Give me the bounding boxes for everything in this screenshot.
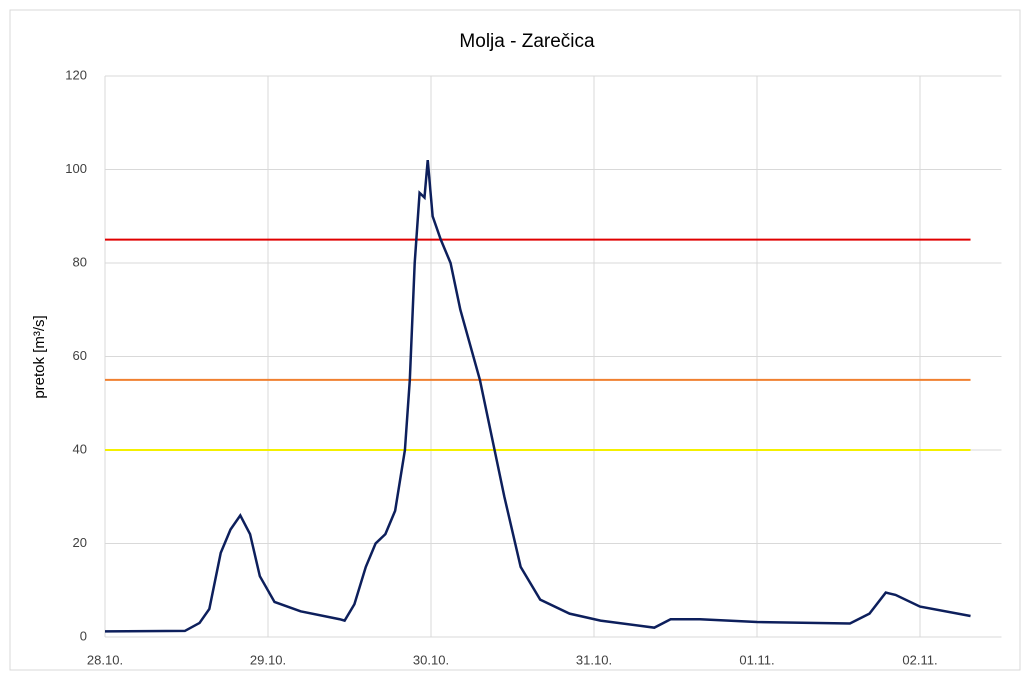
chart-frame <box>9 9 1021 671</box>
y-axis-label: pretok [m³/s] <box>31 315 48 398</box>
y-tick-label: 100 <box>65 161 87 176</box>
line <box>104 160 971 633</box>
y-tick-label: 80 <box>73 254 87 269</box>
chart-title: Molja - Zarečica <box>459 31 595 52</box>
x-tick-label: 02.11. <box>902 652 937 667</box>
x-tick-label: 28.10. <box>87 652 123 667</box>
y-tick-label: 0 <box>80 628 87 643</box>
x-tick-label: 29.10. <box>250 652 286 667</box>
x-tick-label: 31.10. <box>576 652 612 667</box>
y-tick-label: 20 <box>73 535 87 550</box>
y-tick-label: 120 <box>65 67 87 82</box>
y-tick-label: 40 <box>73 441 87 456</box>
y-tick-label: 60 <box>73 348 87 363</box>
x-tick-label: 01.11. <box>739 652 774 667</box>
x-tick-label: 30.10. <box>413 652 449 667</box>
